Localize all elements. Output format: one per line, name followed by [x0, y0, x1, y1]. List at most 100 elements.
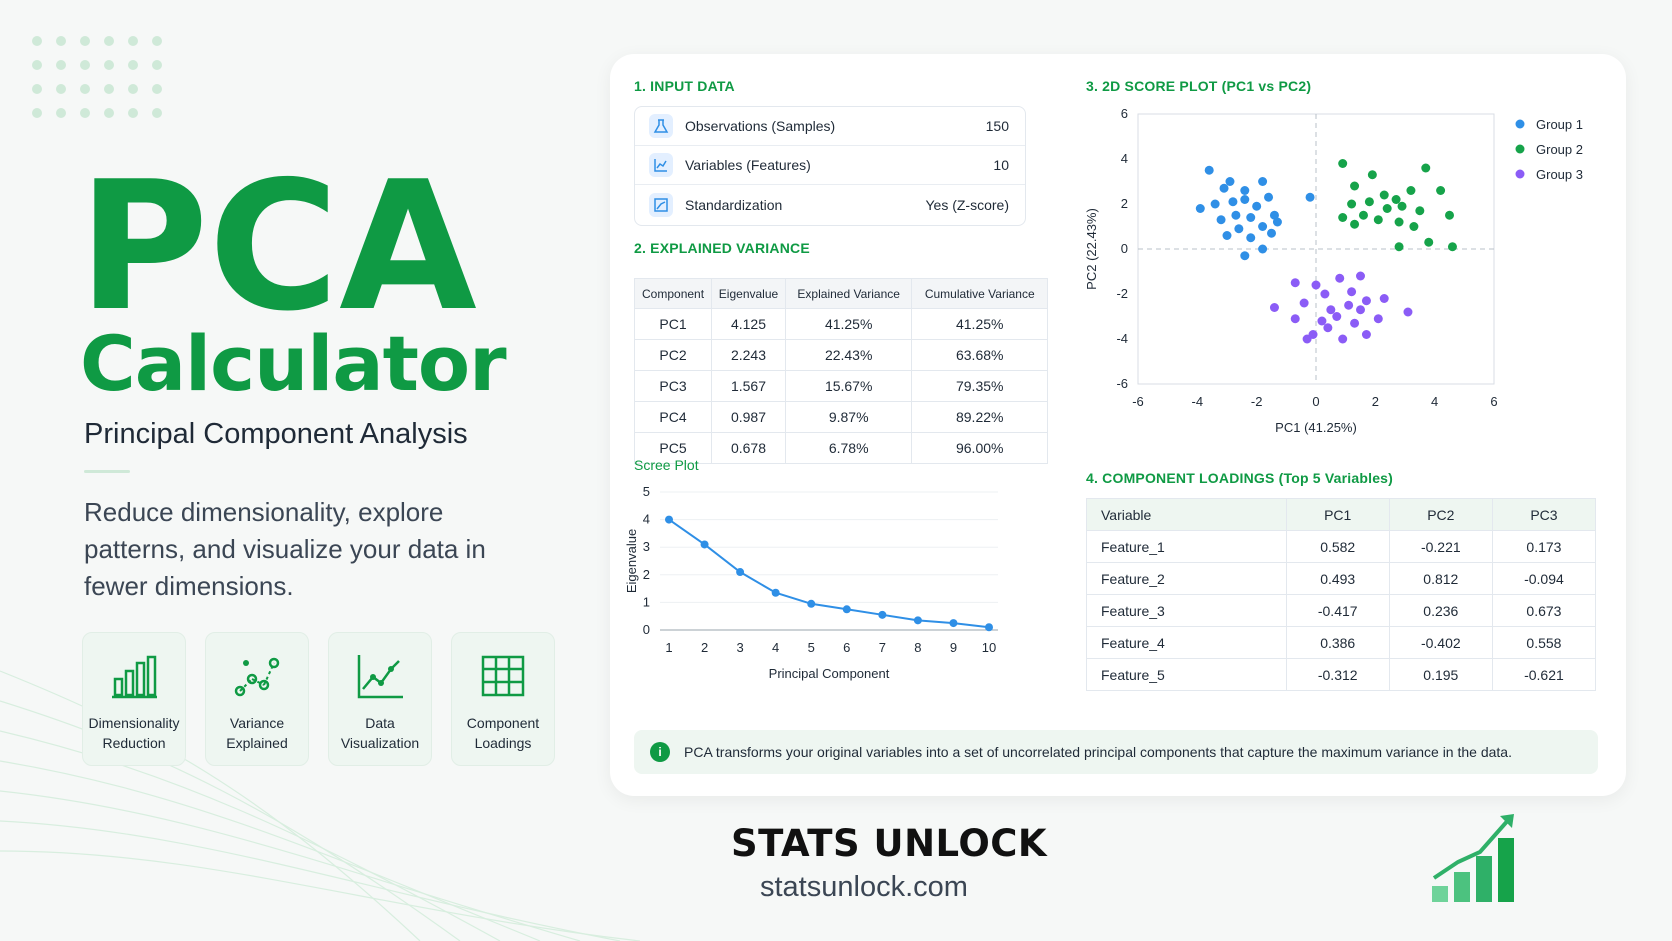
table-cell: 41.25%	[784, 308, 913, 340]
score-point	[1445, 210, 1454, 220]
score-point	[1305, 192, 1315, 202]
score-point	[1379, 294, 1389, 303]
score-point	[1326, 305, 1336, 315]
table-cell: -0.621	[1491, 658, 1597, 691]
y-tick-label: 4	[643, 512, 650, 527]
legend-label: Group 2	[1536, 142, 1583, 157]
table-header: Explained Variance	[784, 278, 913, 309]
y-axis-label: Eigenvalue	[626, 529, 639, 593]
score-point	[1219, 183, 1229, 193]
info-icon: i	[650, 742, 670, 762]
score-point	[1228, 197, 1238, 207]
table-cell: 0.582	[1285, 530, 1390, 563]
x-tick-label: 4	[1431, 394, 1438, 409]
score-point	[1335, 273, 1345, 283]
variable-cell: Feature_1	[1086, 530, 1287, 563]
feature-label: Component Loadings	[466, 715, 540, 751]
score-point	[1338, 159, 1348, 168]
score-point	[1391, 195, 1401, 204]
score-point	[1267, 228, 1276, 238]
scree-point	[985, 623, 993, 632]
table-header: Variable	[1086, 498, 1287, 531]
component-cell: PC2	[633, 339, 713, 371]
score-point	[1258, 177, 1268, 186]
x-tick-label: 4	[772, 640, 779, 655]
variable-cell: Feature_3	[1086, 594, 1287, 627]
score-point	[1311, 280, 1321, 290]
score-point	[1299, 298, 1309, 308]
scree-point	[665, 515, 673, 524]
table-cell: 0.173	[1491, 530, 1597, 563]
table-header: PC1	[1285, 498, 1390, 531]
feature-card: Data Visualization	[328, 632, 432, 766]
info-note: i PCA transforms your original variables…	[634, 730, 1598, 774]
x-tick-label: -4	[1192, 394, 1204, 409]
scale-icon	[649, 192, 673, 217]
score-point	[1394, 217, 1404, 227]
variable-cell: Feature_5	[1086, 658, 1287, 691]
input-data-title: 1. INPUT DATA	[634, 78, 735, 94]
feature-label: Variance Explained	[226, 715, 288, 751]
score-point	[1350, 219, 1360, 229]
decorative-dot-grid	[32, 36, 162, 118]
table-cell: 63.68%	[911, 339, 1048, 371]
table-row: PC4 0.987 9.87% 89.22%	[633, 401, 1048, 433]
table-row: PC3 1.567 15.67% 79.35%	[633, 370, 1048, 402]
y-tick-label: 5	[643, 484, 650, 499]
hero-description: Reduce dimensionality, explore patterns,…	[84, 497, 486, 601]
score-point	[1361, 296, 1371, 306]
score-point	[1246, 213, 1256, 222]
x-tick-label: 9	[950, 640, 957, 655]
score-point	[1356, 271, 1365, 281]
score-point	[1264, 192, 1274, 202]
table-cell: 0.987	[711, 401, 786, 433]
score-point	[1338, 334, 1348, 344]
score-point	[1447, 242, 1457, 252]
score-point	[1382, 204, 1392, 213]
flask-icon	[649, 114, 673, 138]
score-point	[1216, 215, 1226, 225]
brand-url[interactable]: statsunlock.com	[760, 871, 968, 903]
score-point	[1252, 201, 1262, 211]
score-point	[1347, 199, 1357, 209]
score-point	[1338, 213, 1348, 222]
y-tick-label: 2	[643, 567, 650, 582]
x-tick-label: -2	[1251, 394, 1263, 409]
score-point	[1323, 323, 1333, 333]
table-row: PC5 0.678 6.78% 96.00%	[633, 432, 1048, 464]
score-point	[1246, 233, 1256, 243]
scree-point	[913, 616, 922, 625]
score-point	[1234, 224, 1244, 234]
hero-subtitle: Calculator	[80, 319, 507, 408]
x-tick-label: 0	[1312, 394, 1319, 409]
score-point	[1269, 303, 1279, 312]
y-tick-label: 4	[1121, 151, 1128, 166]
table-cell: 0.195	[1388, 658, 1493, 691]
score-point	[1421, 163, 1431, 173]
growth-chart-icon	[1432, 814, 1514, 902]
table-row: PC1 4.125 41.25% 41.25%	[633, 308, 1048, 340]
feature-card: Component Loadings	[451, 632, 555, 766]
score-point	[1350, 181, 1360, 191]
scree-point	[878, 610, 887, 619]
input-value: 150	[985, 118, 1009, 134]
score-point	[1320, 289, 1330, 299]
scree-point	[842, 605, 851, 614]
table-cell: 0.493	[1285, 562, 1390, 595]
hero-title: PCA	[78, 143, 477, 350]
y-tick-label: 0	[643, 622, 650, 637]
score-point	[1358, 210, 1368, 220]
score-plot: -6 -4 -2 0 2 4 6 -6 -4 -2 0 2 4 6 PC1 (41.25%) PC2 (22.…	[1084, 106, 1583, 435]
table-cell: 22.43%	[784, 339, 913, 371]
score-point	[1240, 186, 1250, 195]
explained-variance-table: Component Eigenvalue Explained Variance …	[633, 278, 1048, 464]
hero-tagline: Principal Component Analysis	[84, 418, 468, 450]
score-point	[1258, 244, 1268, 254]
score-point	[1379, 190, 1389, 200]
component-cell: PC3	[633, 370, 713, 402]
input-row-observations: Observations (Samples) 150	[635, 107, 1025, 146]
table-cell: 0.386	[1285, 626, 1390, 659]
score-point	[1415, 206, 1425, 216]
table-cell: -0.094	[1491, 562, 1597, 595]
